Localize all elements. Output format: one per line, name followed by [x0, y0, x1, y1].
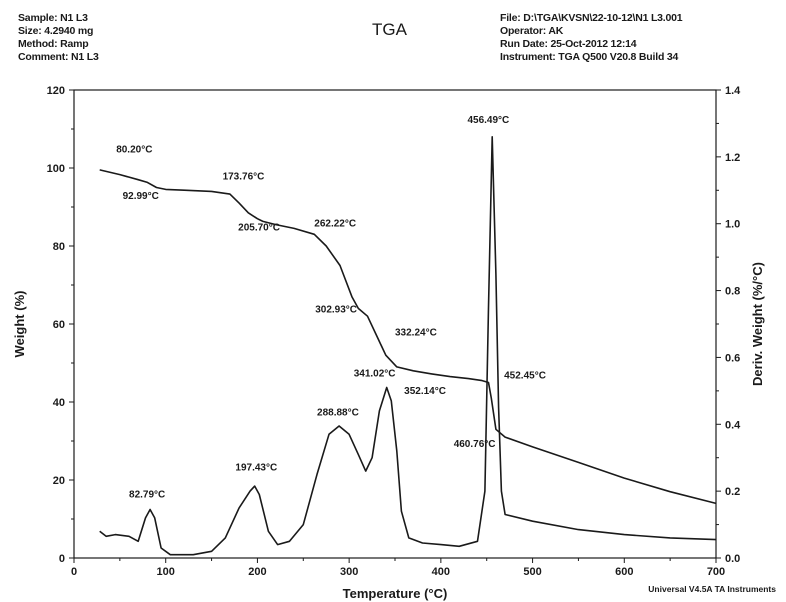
x-tick-label: 400 — [432, 566, 450, 578]
temperature-annotation: 92.99°C — [123, 191, 159, 202]
temperature-annotation: 452.45°C — [504, 371, 546, 382]
y-tick-label: 80 — [53, 241, 65, 253]
weight-line — [99, 169, 717, 505]
y-tick-label: 100 — [47, 163, 65, 175]
y2-tick-label: 1.0 — [725, 219, 740, 231]
x-tick-label: 500 — [523, 566, 541, 578]
operator-line: Operator: AK — [500, 25, 564, 37]
instrument-line: Instrument: TGA Q500 V20.8 Build 34 — [500, 51, 679, 63]
x-tick-label: 700 — [707, 566, 725, 578]
temperature-annotation: 332.24°C — [395, 328, 437, 339]
x-tick-label: 100 — [157, 566, 175, 578]
plot-frame — [73, 89, 717, 559]
y-tick-label: 60 — [53, 319, 65, 331]
y2-axis-title: Deriv. Weight (%/°C) — [750, 262, 765, 386]
y2-tick-label: 0.8 — [725, 286, 740, 298]
file-line: File: D:\TGA\KVSN\22-10-12\N1 L3.001 — [500, 12, 683, 24]
size-line: Size: 4.2940 mg — [18, 25, 94, 37]
y2-tick-label: 0.6 — [725, 352, 740, 364]
y2-tick-label: 0.4 — [725, 419, 741, 431]
x-tick-label: 200 — [248, 566, 266, 578]
temperature-annotation: 205.70°C — [238, 222, 280, 233]
run-info: File: D:\TGA\KVSN\22-10-12\N1 L3.001 Ope… — [500, 12, 683, 64]
temperature-annotation: 341.02°C — [354, 369, 396, 380]
temperature-annotation: 456.49°C — [467, 115, 509, 126]
y-tick-label: 120 — [47, 85, 65, 97]
temperature-annotation: 80.20°C — [116, 144, 152, 155]
y2-tick-label: 0.2 — [725, 486, 740, 498]
y2-tick-label: 1.4 — [725, 85, 741, 97]
temperature-annotation: 197.43°C — [235, 462, 277, 473]
run-date-line: Run Date: 25-Oct-2012 12:14 — [500, 38, 637, 50]
x-tick-label: 300 — [340, 566, 358, 578]
x-tick-label: 600 — [615, 566, 633, 578]
temperature-annotation: 302.93°C — [315, 304, 357, 315]
y2-tick-label: 1.2 — [725, 152, 740, 164]
sample-info: Sample: N1 L3 Size: 4.2940 mg Method: Ra… — [18, 12, 99, 64]
y-tick-label: 20 — [53, 475, 65, 487]
software-footer: Universal V4.5A TA Instruments — [648, 584, 776, 594]
y-tick-label: 40 — [53, 397, 65, 409]
sample-line: Sample: N1 L3 — [18, 12, 88, 24]
temperature-annotation: 262.22°C — [314, 219, 356, 230]
y-axis-title: Weight (%) — [12, 291, 27, 358]
temperature-annotation: 173.76°C — [223, 172, 265, 183]
derivative-weight-line — [99, 136, 717, 556]
temperature-annotation: 352.14°C — [404, 386, 446, 397]
method-line: Method: Ramp — [18, 38, 89, 50]
temperature-annotation: 460.76°C — [454, 439, 496, 450]
x-axis-title: Temperature (°C) — [343, 586, 448, 601]
x-tick-label: 0 — [71, 566, 77, 578]
temperature-annotation: 288.88°C — [317, 408, 359, 419]
temperature-annotation: 82.79°C — [129, 490, 165, 501]
chart-title: TGA — [372, 20, 407, 39]
y2-tick-label: 0.0 — [725, 553, 740, 565]
y-tick-label: 0 — [59, 553, 65, 565]
comment-line: Comment: N1 L3 — [18, 51, 99, 63]
